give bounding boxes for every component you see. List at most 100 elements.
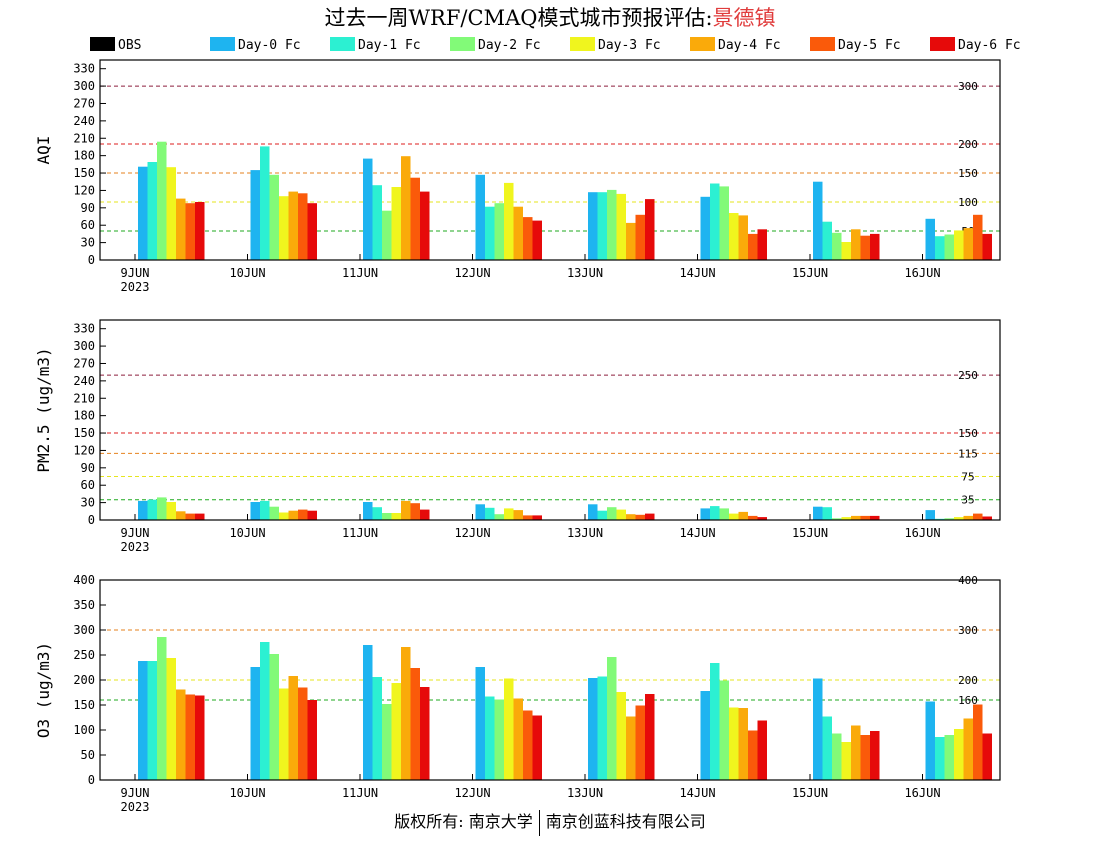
o3-bar-10jun-day-6-fc bbox=[307, 700, 317, 780]
pm25-bar-9jun-day-0-fc bbox=[138, 500, 148, 520]
o3-ytick-label: 250 bbox=[73, 648, 95, 662]
aqi-bar-11jun-day-3-fc bbox=[391, 187, 401, 260]
aqi-bar-16jun-day-1-fc bbox=[935, 236, 945, 260]
o3-xtick-label-15jun: 15JUN bbox=[792, 786, 828, 800]
pm25-bar-11jun-day-3-fc bbox=[391, 513, 401, 520]
o3-bar-16jun-day-4-fc bbox=[963, 718, 973, 780]
aqi-ytick-label: 180 bbox=[73, 149, 95, 163]
pm25-ytick-label: 240 bbox=[73, 374, 95, 388]
o3-bar-10jun-day-2-fc bbox=[269, 654, 279, 780]
aqi-bar-11jun-day-1-fc bbox=[372, 185, 382, 260]
o3-bar-15jun-day-2-fc bbox=[832, 733, 842, 780]
pm25-bar-11jun-day-1-fc bbox=[372, 507, 382, 520]
aqi-bar-9jun-day-4-fc bbox=[176, 198, 186, 260]
pm25-ytick-label: 300 bbox=[73, 339, 95, 353]
aqi-plot-frame bbox=[99, 59, 1001, 261]
chart-title: 过去一周WRF/CMAQ模式城市预报评估:景德镇 bbox=[0, 2, 1100, 32]
pm25-threshold-label-150: 150 bbox=[958, 427, 978, 440]
o3-bar-9jun-day-4-fc bbox=[176, 689, 186, 780]
aqi-xtick-label-16jun: 16JUN bbox=[904, 266, 940, 280]
pm25-bar-10jun-day-5-fc bbox=[298, 509, 308, 520]
aqi-xtick-label-13jun: 13JUN bbox=[567, 266, 603, 280]
o3-xtick-label-16jun: 16JUN bbox=[904, 786, 940, 800]
aqi-year-label: 2023 bbox=[121, 280, 150, 294]
aqi-bar-9jun-day-2-fc bbox=[157, 141, 167, 260]
legend-label-day-4-fc: Day-4 Fc bbox=[718, 38, 781, 53]
o3-bar-12jun-day-2-fc bbox=[494, 699, 504, 780]
o3-threshold-label-300: 300 bbox=[958, 624, 978, 637]
pm25-bar-13jun-day-1-fc bbox=[597, 510, 607, 520]
pm25-ytick-label: 30 bbox=[81, 496, 95, 510]
footer-separator bbox=[538, 809, 540, 836]
o3-bar-16jun-day-5-fc bbox=[973, 704, 983, 780]
aqi-bar-15jun-day-5-fc bbox=[860, 235, 870, 260]
legend-label-day-6-fc: Day-6 Fc bbox=[958, 38, 1021, 53]
aqi-bar-9jun-day-3-fc bbox=[166, 167, 176, 260]
pm25-ytick-label: 0 bbox=[88, 513, 95, 527]
pm25-bar-10jun-day-1-fc bbox=[260, 500, 270, 520]
aqi-bar-13jun-day-6-fc bbox=[645, 199, 655, 260]
copyright-owner: 版权所有: 南京大学 bbox=[394, 812, 533, 831]
aqi-bar-15jun-day-2-fc bbox=[832, 232, 842, 260]
o3-bar-14jun-day-6-fc bbox=[757, 720, 767, 780]
aqi-bar-15jun-day-6-fc bbox=[870, 233, 880, 260]
o3-bar-12jun-day-4-fc bbox=[513, 698, 523, 780]
aqi-xtick-label-15jun: 15JUN bbox=[792, 266, 828, 280]
o3-ytick-label: 0 bbox=[88, 773, 95, 787]
o3-bar-15jun-day-1-fc bbox=[822, 716, 832, 780]
pm25-bar-12jun-day-2-fc bbox=[494, 514, 504, 520]
o3-bar-16jun-day-2-fc bbox=[944, 735, 954, 780]
pm25-bar-9jun-day-4-fc bbox=[176, 511, 186, 520]
aqi-bar-13jun-day-2-fc bbox=[607, 189, 617, 260]
pm25-bar-9jun-day-2-fc bbox=[157, 497, 167, 520]
aqi-ytick-label: 90 bbox=[81, 201, 95, 215]
pm25-bar-9jun-day-1-fc bbox=[147, 499, 157, 520]
aqi-bar-16jun-day-3-fc bbox=[954, 230, 964, 260]
title-city: 景德镇 bbox=[712, 6, 776, 30]
aqi-bar-14jun-day-0-fc bbox=[700, 196, 710, 260]
pm25-bar-12jun-day-0-fc bbox=[475, 504, 485, 520]
pm25-bar-13jun-day-6-fc bbox=[645, 513, 655, 520]
aqi-bar-11jun-day-2-fc bbox=[382, 210, 392, 260]
aqi-bar-13jun-day-5-fc bbox=[635, 214, 645, 260]
o3-bar-16jun-day-3-fc bbox=[954, 729, 964, 780]
pm25-bar-14jun-day-4-fc bbox=[738, 511, 748, 520]
aqi-bar-13jun-day-1-fc bbox=[597, 192, 607, 260]
o3-bar-10jun-day-5-fc bbox=[298, 687, 308, 780]
aqi-bar-14jun-day-2-fc bbox=[719, 186, 729, 260]
legend-swatch-day-0-fc bbox=[210, 37, 235, 51]
o3-bar-15jun-day-6-fc bbox=[870, 731, 880, 780]
aqi-bar-14jun-day-5-fc bbox=[748, 233, 758, 260]
o3-bar-11jun-day-6-fc bbox=[420, 687, 430, 780]
pm25-bar-11jun-day-6-fc bbox=[420, 509, 430, 520]
o3-bar-13jun-day-3-fc bbox=[616, 692, 626, 780]
legend-label-day-0-fc: Day-0 Fc bbox=[238, 38, 301, 53]
pm25-xtick-label-13jun: 13JUN bbox=[567, 526, 603, 540]
aqi-bar-16jun-day-5-fc bbox=[973, 214, 983, 260]
aqi-bar-14jun-day-4-fc bbox=[738, 215, 748, 260]
aqi-bar-14jun-day-1-fc bbox=[710, 183, 720, 260]
o3-year-label: 2023 bbox=[121, 800, 150, 814]
o3-bar-11jun-day-4-fc bbox=[401, 647, 411, 780]
aqi-threshold-label-300: 300 bbox=[958, 80, 978, 93]
o3-bar-13jun-day-2-fc bbox=[607, 657, 617, 780]
pm25-bar-14jun-day-6-fc bbox=[757, 517, 767, 520]
aqi-xtick-label-10jun: 10JUN bbox=[229, 266, 265, 280]
pm25-bar-14jun-day-1-fc bbox=[710, 506, 720, 520]
pm25-year-label: 2023 bbox=[121, 540, 150, 554]
aqi-bar-10jun-day-3-fc bbox=[279, 196, 289, 260]
o3-bar-13jun-day-4-fc bbox=[626, 716, 636, 780]
aqi-threshold-label-100: 100 bbox=[958, 196, 978, 209]
pm25-threshold-label-35: 35 bbox=[961, 494, 974, 507]
o3-ytick-label: 50 bbox=[81, 748, 95, 762]
pm25-ytick-label: 210 bbox=[73, 391, 95, 405]
pm25-bar-12jun-day-3-fc bbox=[504, 508, 514, 520]
pm25-bar-13jun-day-2-fc bbox=[607, 507, 617, 520]
pm25-bar-15jun-day-6-fc bbox=[870, 515, 880, 520]
legend-swatch-day-1-fc bbox=[330, 37, 355, 51]
o3-bar-13jun-day-1-fc bbox=[597, 676, 607, 780]
pm25-ytick-label: 60 bbox=[81, 478, 95, 492]
aqi-ytick-label: 300 bbox=[73, 79, 95, 93]
aqi-ytick-label: 0 bbox=[88, 253, 95, 267]
pm25-bar-15jun-day-0-fc bbox=[813, 506, 823, 520]
